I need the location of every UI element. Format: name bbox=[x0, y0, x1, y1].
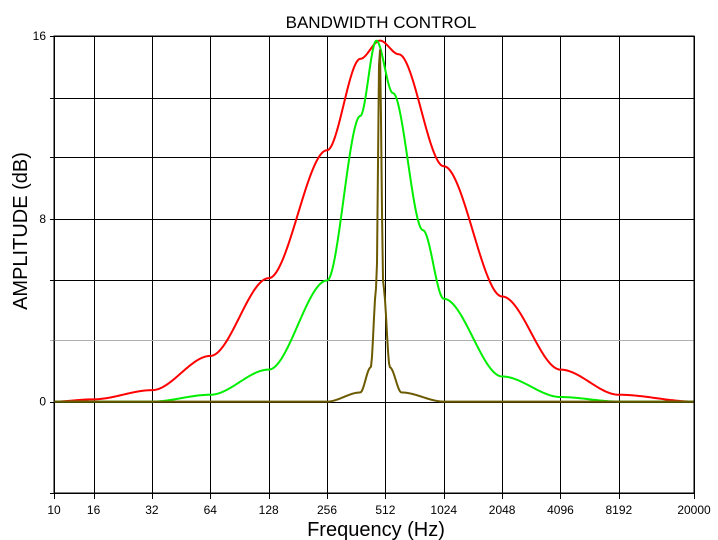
x-tick-label: 64 bbox=[204, 503, 218, 517]
x-tick-label: 16 bbox=[87, 503, 101, 517]
y-axis-label: AMPLITUDE (dB) bbox=[10, 152, 32, 310]
x-tick-label: 512 bbox=[375, 503, 395, 517]
x-tick-label: 8192 bbox=[605, 503, 632, 517]
x-axis-label: Frequency (Hz) bbox=[307, 519, 445, 540]
series-line-1 bbox=[54, 39, 694, 403]
x-tick-label: 1024 bbox=[430, 503, 457, 517]
tick-labels: 10 16 32 64 128 256 512 1024 2048 4096 8192 20000 0 8… bbox=[33, 29, 711, 517]
series-line-3 bbox=[54, 49, 694, 403]
x-tick-label: 256 bbox=[317, 503, 337, 517]
x-tick-label: 2048 bbox=[489, 503, 516, 517]
y-tick-label: 16 bbox=[33, 29, 47, 43]
y-tick-label: 0 bbox=[39, 395, 46, 409]
x-tick-label: 4096 bbox=[547, 503, 574, 517]
plot-area-frame bbox=[53, 35, 695, 494]
chart-title: BANDWIDTH CONTROL bbox=[286, 13, 477, 32]
y-tick-label: 8 bbox=[39, 212, 46, 226]
series-line-2 bbox=[54, 39, 694, 403]
x-tick-label: 32 bbox=[145, 503, 159, 517]
x-tick-label: 10 bbox=[47, 503, 61, 517]
series-lines bbox=[54, 39, 694, 403]
x-tick-label: 20000 bbox=[677, 503, 711, 517]
x-tick-label: 128 bbox=[259, 503, 279, 517]
grid-lines bbox=[50, 36, 695, 499]
